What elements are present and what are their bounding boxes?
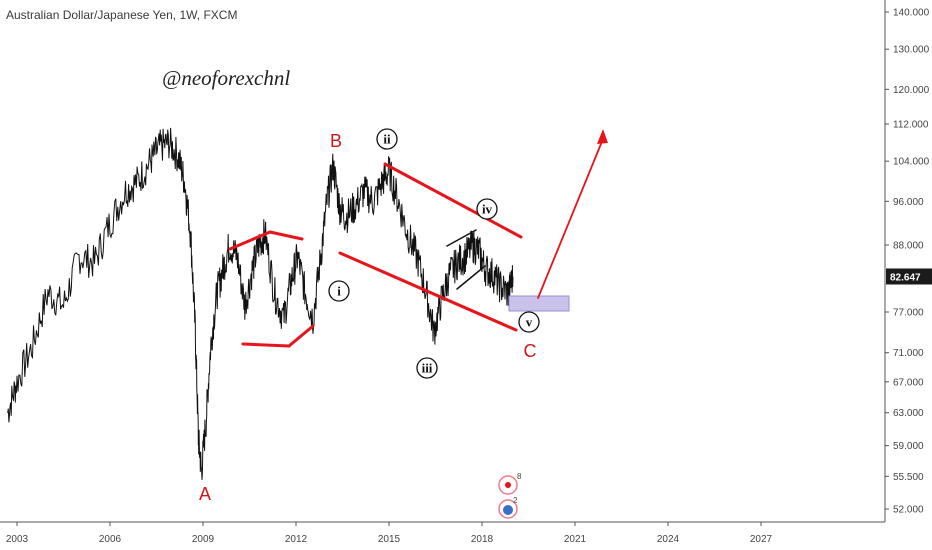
last-price-tag (886, 268, 932, 285)
y-tick-label: 120.000 (893, 85, 930, 96)
y-tick-label: 67.000 (893, 377, 924, 388)
chart-title: Australian Dollar/Japanese Yen, 1W, FXCM (6, 8, 238, 22)
event-badge-1-dot (505, 482, 511, 488)
target-zone (508, 295, 570, 312)
event-badge-1: 8 (498, 472, 522, 495)
x-tick-label: 2018 (471, 534, 494, 545)
y-tick-label: 88.000 (893, 240, 924, 251)
channel-lower-line (338, 251, 518, 332)
wave-label-ii-text: ii (383, 132, 391, 147)
event-badge-1-count: 8 (517, 472, 522, 481)
wave-label-v: v (518, 311, 540, 333)
wave-label-iv-circle (476, 198, 498, 220)
x-tick-label: 2009 (192, 534, 215, 545)
wave-label-iii-circle (416, 357, 438, 379)
event-badge-2: 2 (498, 496, 518, 519)
x-tick-label: 2015 (378, 534, 401, 545)
wave-label-i-text: i (337, 284, 341, 299)
y-tick-label: 55.500 (893, 472, 924, 483)
y-tick-label: 140.000 (893, 8, 930, 19)
wave-label-v-text: v (526, 315, 533, 330)
triangle-lower-line-2 (287, 324, 315, 348)
wedge-upper-line (446, 229, 477, 247)
x-tick-label: 2006 (99, 534, 122, 545)
wave-label-i-circle (328, 280, 350, 302)
y-tick-label: 112.000 (893, 119, 929, 130)
y-tick-label: 52.000 (893, 505, 924, 516)
x-tick-label: 2012 (285, 534, 308, 545)
wave-label-ii-circle (376, 128, 398, 150)
wave-label-iii: iii (416, 357, 438, 379)
y-tick-label: 63.000 (893, 408, 924, 419)
author-watermark: @neoforexchnl (162, 66, 291, 90)
y-tick-label: 71.000 (893, 348, 924, 359)
wave-label-v-circle (518, 311, 540, 333)
wave-label-i: i (328, 280, 350, 302)
wave-label-iii-text: iii (422, 361, 433, 376)
x-tick-label: 2024 (657, 534, 680, 545)
y-tick-label: 130.000 (893, 45, 930, 56)
triangle-lower-line (241, 342, 291, 348)
x-tick-label: 2021 (564, 534, 587, 545)
price-series-line (7, 127, 514, 480)
wave-label-a: A (199, 484, 211, 504)
y-tick-label: 77.000 (893, 308, 924, 319)
y-tick-label: 104.000 (893, 157, 930, 168)
last-price-label: 82.647 (890, 272, 921, 283)
triangle-upper-line (228, 230, 272, 251)
y-tick-label: 59.000 (893, 441, 924, 452)
triangle-upper-line-2 (268, 230, 304, 241)
projection-arrowhead (597, 129, 608, 144)
projection-arrow-line (537, 138, 604, 299)
y-tick-label: 96.000 (893, 197, 924, 208)
x-tick-label: 2003 (6, 534, 29, 545)
event-badge-2-dot (503, 505, 513, 515)
wave-label-iv-text: iv (482, 202, 493, 217)
wave-label-ii: ii (376, 128, 398, 150)
wave-label-iv: iv (476, 198, 498, 220)
event-badge-2-count: 2 (513, 496, 518, 505)
wave-label-c: C (524, 341, 537, 361)
plot-area (7, 127, 514, 480)
channel-upper-line (383, 162, 523, 239)
wave-label-b: B (330, 131, 342, 151)
x-tick-label: 2027 (750, 534, 773, 545)
wedge-lower-line (456, 265, 486, 290)
